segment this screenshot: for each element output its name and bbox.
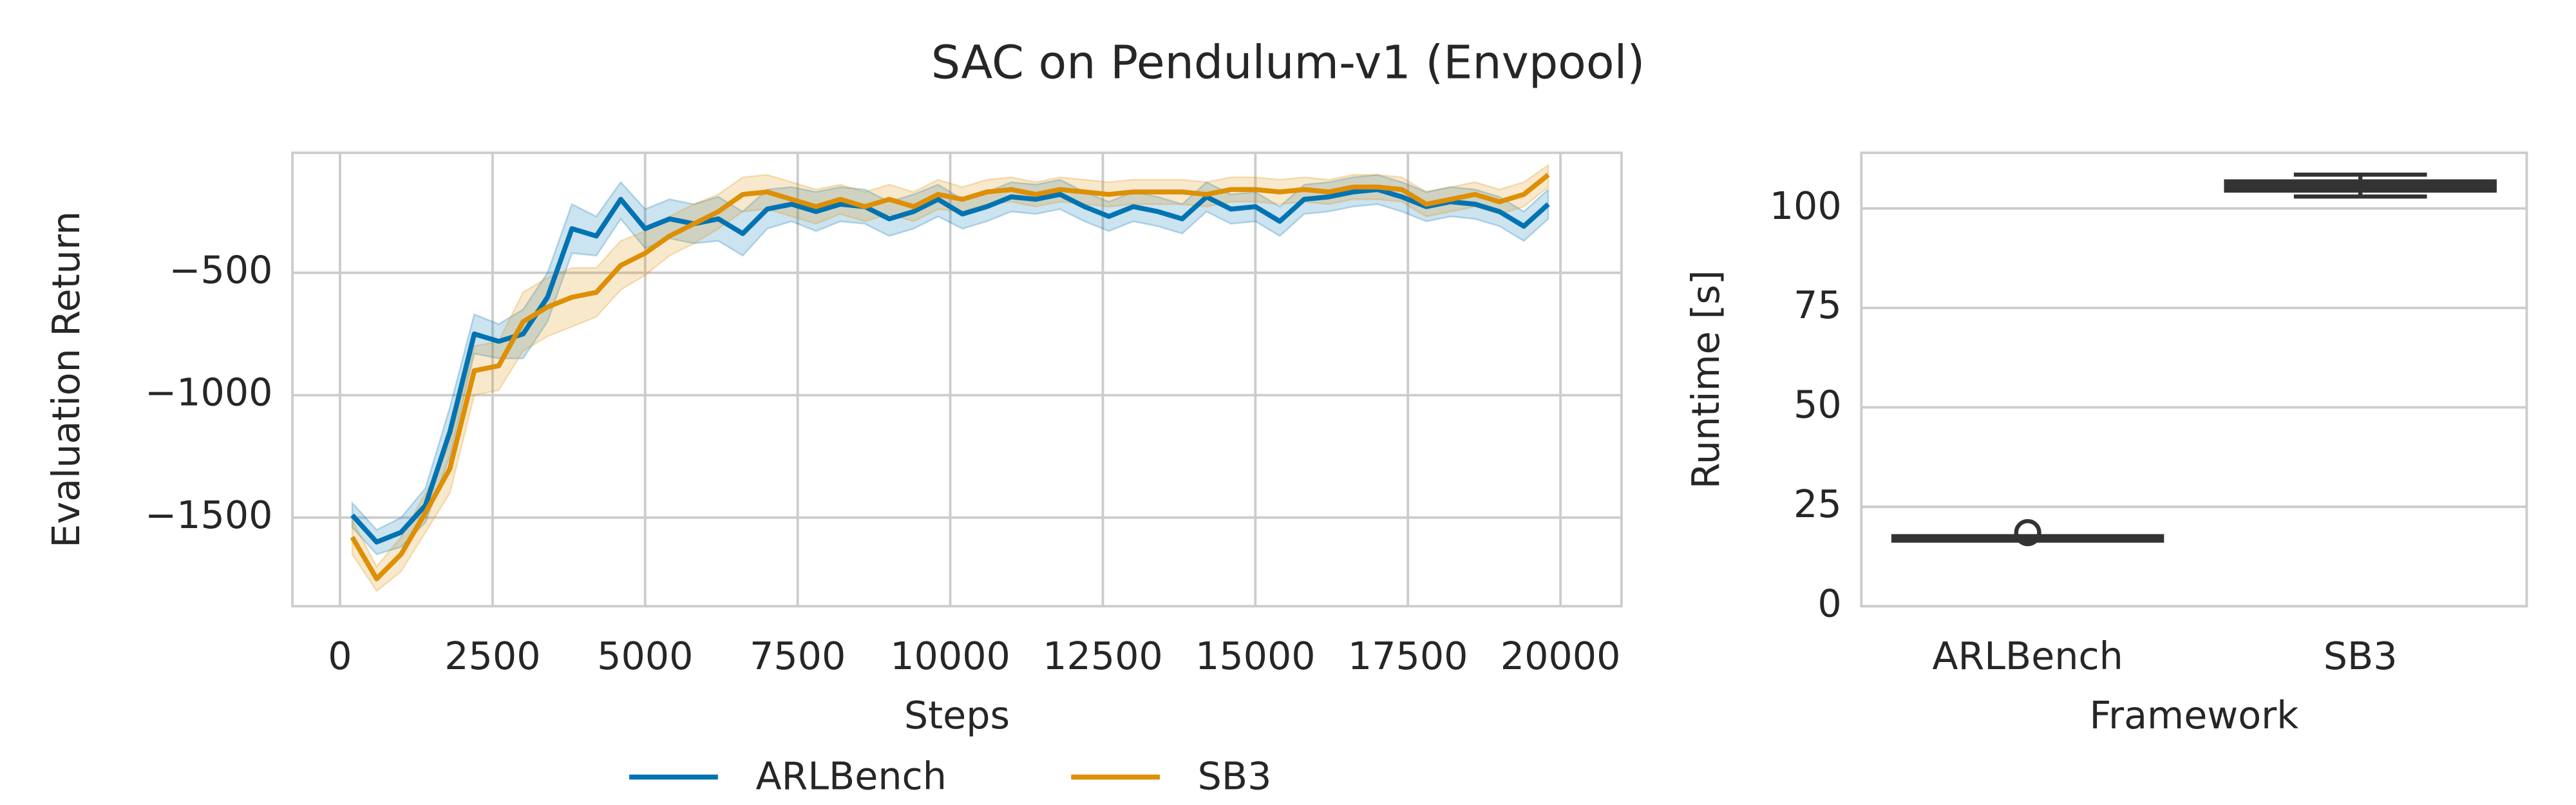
x-tick-label: SB3 (2324, 634, 2398, 678)
outlier (2014, 519, 2041, 547)
legend-label: ARLBench (755, 754, 947, 798)
y-axis-label: Evaluation Return (44, 211, 88, 548)
figure-title: SAC on Pendulum-v1 (Envpool) (931, 36, 1645, 90)
x-tick-label: 17500 (1348, 634, 1468, 678)
x-tick-label: 20000 (1501, 634, 1621, 678)
x-tick-label: 5000 (597, 634, 693, 678)
x-tick-label: 2500 (444, 634, 540, 678)
y-tick-label: 0 (1817, 582, 1841, 625)
y-tick-label: 25 (1794, 482, 1842, 526)
x-tick-label: 0 (328, 634, 352, 678)
x-axis-label: Framework (2090, 694, 2299, 737)
x-tick-label: 7500 (750, 634, 846, 678)
series-line (350, 173, 1550, 582)
x-tick-label: 10000 (890, 634, 1010, 678)
y-tick-label: −1000 (145, 371, 272, 415)
y-tick-label: −1500 (145, 493, 272, 537)
x-axis-label: Steps (904, 694, 1010, 737)
plot-frame (291, 151, 1623, 608)
plot-frame (1860, 151, 2528, 608)
x-tick-label: 12500 (1043, 634, 1163, 678)
legend-label: SB3 (1198, 754, 1272, 798)
confidence-band (351, 174, 1549, 556)
y-tick-label: −500 (169, 249, 272, 292)
x-tick-label: ARLBench (1932, 634, 2123, 678)
x-tick-label: 15000 (1195, 634, 1316, 678)
series-line (350, 187, 1550, 545)
y-axis-label: Runtime [s] (1684, 270, 1728, 489)
y-tick-label: 50 (1794, 383, 1842, 427)
y-tick-label: 100 (1770, 184, 1842, 228)
y-tick-label: 75 (1794, 283, 1842, 327)
